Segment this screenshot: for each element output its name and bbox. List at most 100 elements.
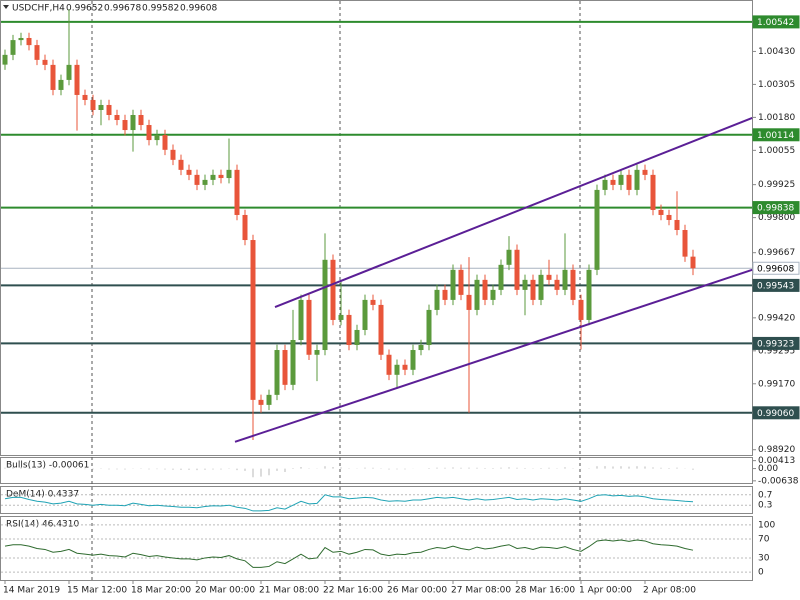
candle-body: [258, 399, 264, 405]
candle-body: [42, 59, 48, 65]
x-tick-label: 26 Mar 00:00: [387, 586, 447, 596]
x-tick-label: 15 Mar 12:00: [67, 586, 127, 596]
candle-body: [466, 294, 472, 310]
y-tick-label: 1.00055: [758, 146, 795, 156]
x-tick-label: 14 Mar 2019: [3, 586, 60, 596]
candle-body: [522, 279, 528, 290]
candle-body: [98, 104, 104, 110]
candle-body: [58, 79, 64, 90]
indicator-tick-label: 0.00: [758, 464, 778, 474]
candle-body: [498, 264, 504, 290]
level-label: 0.99838: [757, 204, 794, 214]
candle-body: [666, 214, 672, 220]
y-tick-label: 1.00430: [758, 47, 795, 57]
candle-body: [274, 350, 280, 395]
candle-body: [306, 299, 312, 355]
candle-body: [362, 299, 368, 330]
candle-body: [386, 354, 392, 375]
candle-body: [562, 269, 568, 290]
candle-body: [450, 269, 456, 300]
candle-body: [570, 269, 576, 300]
y-tick-label: 0.99925: [758, 180, 795, 190]
candle-body: [674, 219, 680, 231]
open-value: 0.99652: [66, 4, 103, 14]
main-panel: [0, 0, 753, 456]
x-tick-label: 18 Mar 20:00: [131, 586, 191, 596]
candle-body: [178, 159, 184, 170]
trendline: [234, 268, 753, 443]
candle-body: [690, 256, 696, 269]
menu-arrow[interactable]: [3, 5, 9, 9]
candle-body: [34, 45, 40, 60]
candle-body: [682, 230, 688, 257]
candle-body: [322, 259, 328, 351]
candle-body: [218, 174, 224, 179]
level-label: 1.00542: [757, 18, 794, 28]
candle-body: [74, 64, 80, 95]
candle-body: [618, 174, 624, 185]
candle-body: [18, 37, 24, 41]
level-label: 0.99060: [757, 409, 794, 419]
close-value: 0.99608: [180, 4, 217, 14]
candle-body: [154, 135, 160, 141]
indicator-header: Bulls(13) -0.00061: [6, 461, 89, 471]
period-separators: [91, 1, 581, 580]
candle-body: [602, 179, 608, 190]
x-tick-label: 1 Apr 00:00: [579, 586, 632, 596]
indicator-tick-label: -0.00638: [758, 476, 799, 486]
level-label: 0.99323: [757, 339, 794, 349]
indicator-tick-label: 0.00413: [758, 456, 795, 466]
candle-body: [330, 259, 336, 320]
y-tick-label: 0.99800: [758, 213, 795, 223]
candle-body: [234, 169, 240, 215]
x-tick-label: 21 Mar 08:00: [259, 586, 319, 596]
candle-body: [434, 289, 440, 310]
y-tick-label: 0.99170: [758, 379, 795, 389]
x-tick-label: 28 Mar 16:00: [515, 586, 575, 596]
candle-body: [370, 299, 376, 305]
level-label-box: [752, 15, 800, 29]
candle-body: [186, 169, 192, 175]
candle-body: [514, 249, 520, 290]
symbol: USDCHF,H4: [12, 4, 65, 14]
candle-body: [138, 115, 144, 126]
candle-body: [314, 350, 320, 355]
y-tick-label: 0.99667: [758, 248, 795, 258]
candle-body: [338, 314, 344, 320]
candle-body: [586, 269, 592, 320]
candle-body: [506, 249, 512, 265]
candle-body: [354, 329, 360, 346]
indicator-tick-label: 100: [758, 520, 775, 530]
indicator-tick-label: 0: [758, 568, 764, 578]
y-tick-label: 1.00180: [758, 113, 795, 123]
level-label-box: [752, 128, 800, 142]
candle-body: [170, 149, 176, 160]
indicator-line: [4, 539, 694, 568]
candle-body: [130, 115, 136, 131]
level-label-box: [752, 201, 800, 215]
candle-body: [202, 179, 208, 185]
level-label: 0.99608: [757, 264, 794, 274]
low-value: 0.99582: [142, 4, 179, 14]
level-label-box: [752, 336, 800, 350]
candle-body: [490, 289, 496, 300]
candle-body: [82, 94, 88, 100]
candle-body: [10, 40, 16, 55]
x-tick-label: 22 Mar 16:00: [323, 586, 383, 596]
candle-body: [554, 279, 560, 290]
level-label-box: [752, 278, 800, 292]
x-tick-label: 27 Mar 08:00: [451, 586, 511, 596]
candle-body: [106, 104, 112, 116]
candle-body: [298, 299, 304, 340]
candle-body: [266, 394, 272, 405]
candle-body: [346, 314, 352, 346]
candle-body: [242, 214, 248, 241]
candle-body: [546, 274, 552, 280]
candle-body: [410, 350, 416, 370]
candle-body: [66, 64, 72, 80]
indicator-tick-label: 30: [758, 553, 770, 563]
candle-body: [394, 364, 400, 375]
x-tick-label: 20 Mar 00:00: [195, 586, 255, 596]
